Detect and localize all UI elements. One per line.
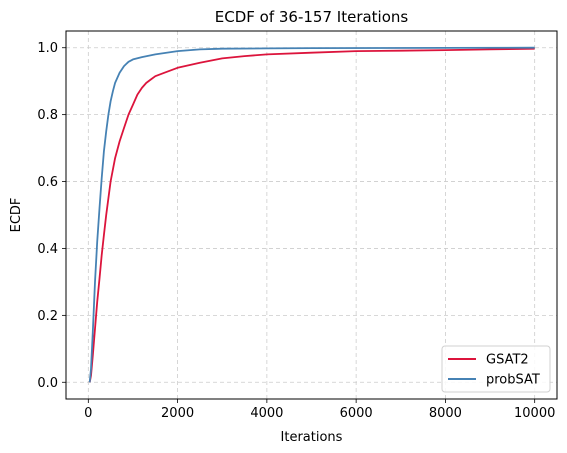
legend-label-probsat: probSAT xyxy=(486,373,540,388)
x-tick-label: 10000 xyxy=(514,406,555,421)
y-tick-label: 1.0 xyxy=(37,41,58,56)
series-line-gsat2 xyxy=(88,47,535,383)
x-tick-label: 6000 xyxy=(340,406,373,421)
plot-frame xyxy=(65,30,558,400)
x-tick-label: 4000 xyxy=(250,406,283,421)
x-tick-label: 0 xyxy=(84,406,92,421)
x-tick-label: 8000 xyxy=(429,406,462,421)
y-tick-label: 0.2 xyxy=(37,309,58,324)
y-tick-label: 0.6 xyxy=(37,175,58,190)
legend-label-gsat2: GSAT2 xyxy=(486,353,529,368)
chart-title: ECDF of 36-157 Iterations xyxy=(215,8,409,26)
y-tick-label: 0.0 xyxy=(37,376,58,391)
x-axis-ticks: 0 2000 4000 6000 8000 10000 xyxy=(84,399,555,421)
legend-box xyxy=(441,345,551,393)
y-tick-label: 0.4 xyxy=(37,242,58,257)
legend: GSAT2 probSAT xyxy=(441,345,551,393)
x-axis-label: Iterations xyxy=(281,430,343,445)
x-tick-label: 2000 xyxy=(161,406,194,421)
y-tick-label: 0.8 xyxy=(37,108,58,123)
series-lines xyxy=(88,46,535,383)
series-line-probsat xyxy=(88,46,535,383)
y-axis-ticks: 0.0 0.2 0.4 0.6 0.8 1.0 xyxy=(37,41,66,391)
y-axis-label: ECDF xyxy=(9,198,24,233)
